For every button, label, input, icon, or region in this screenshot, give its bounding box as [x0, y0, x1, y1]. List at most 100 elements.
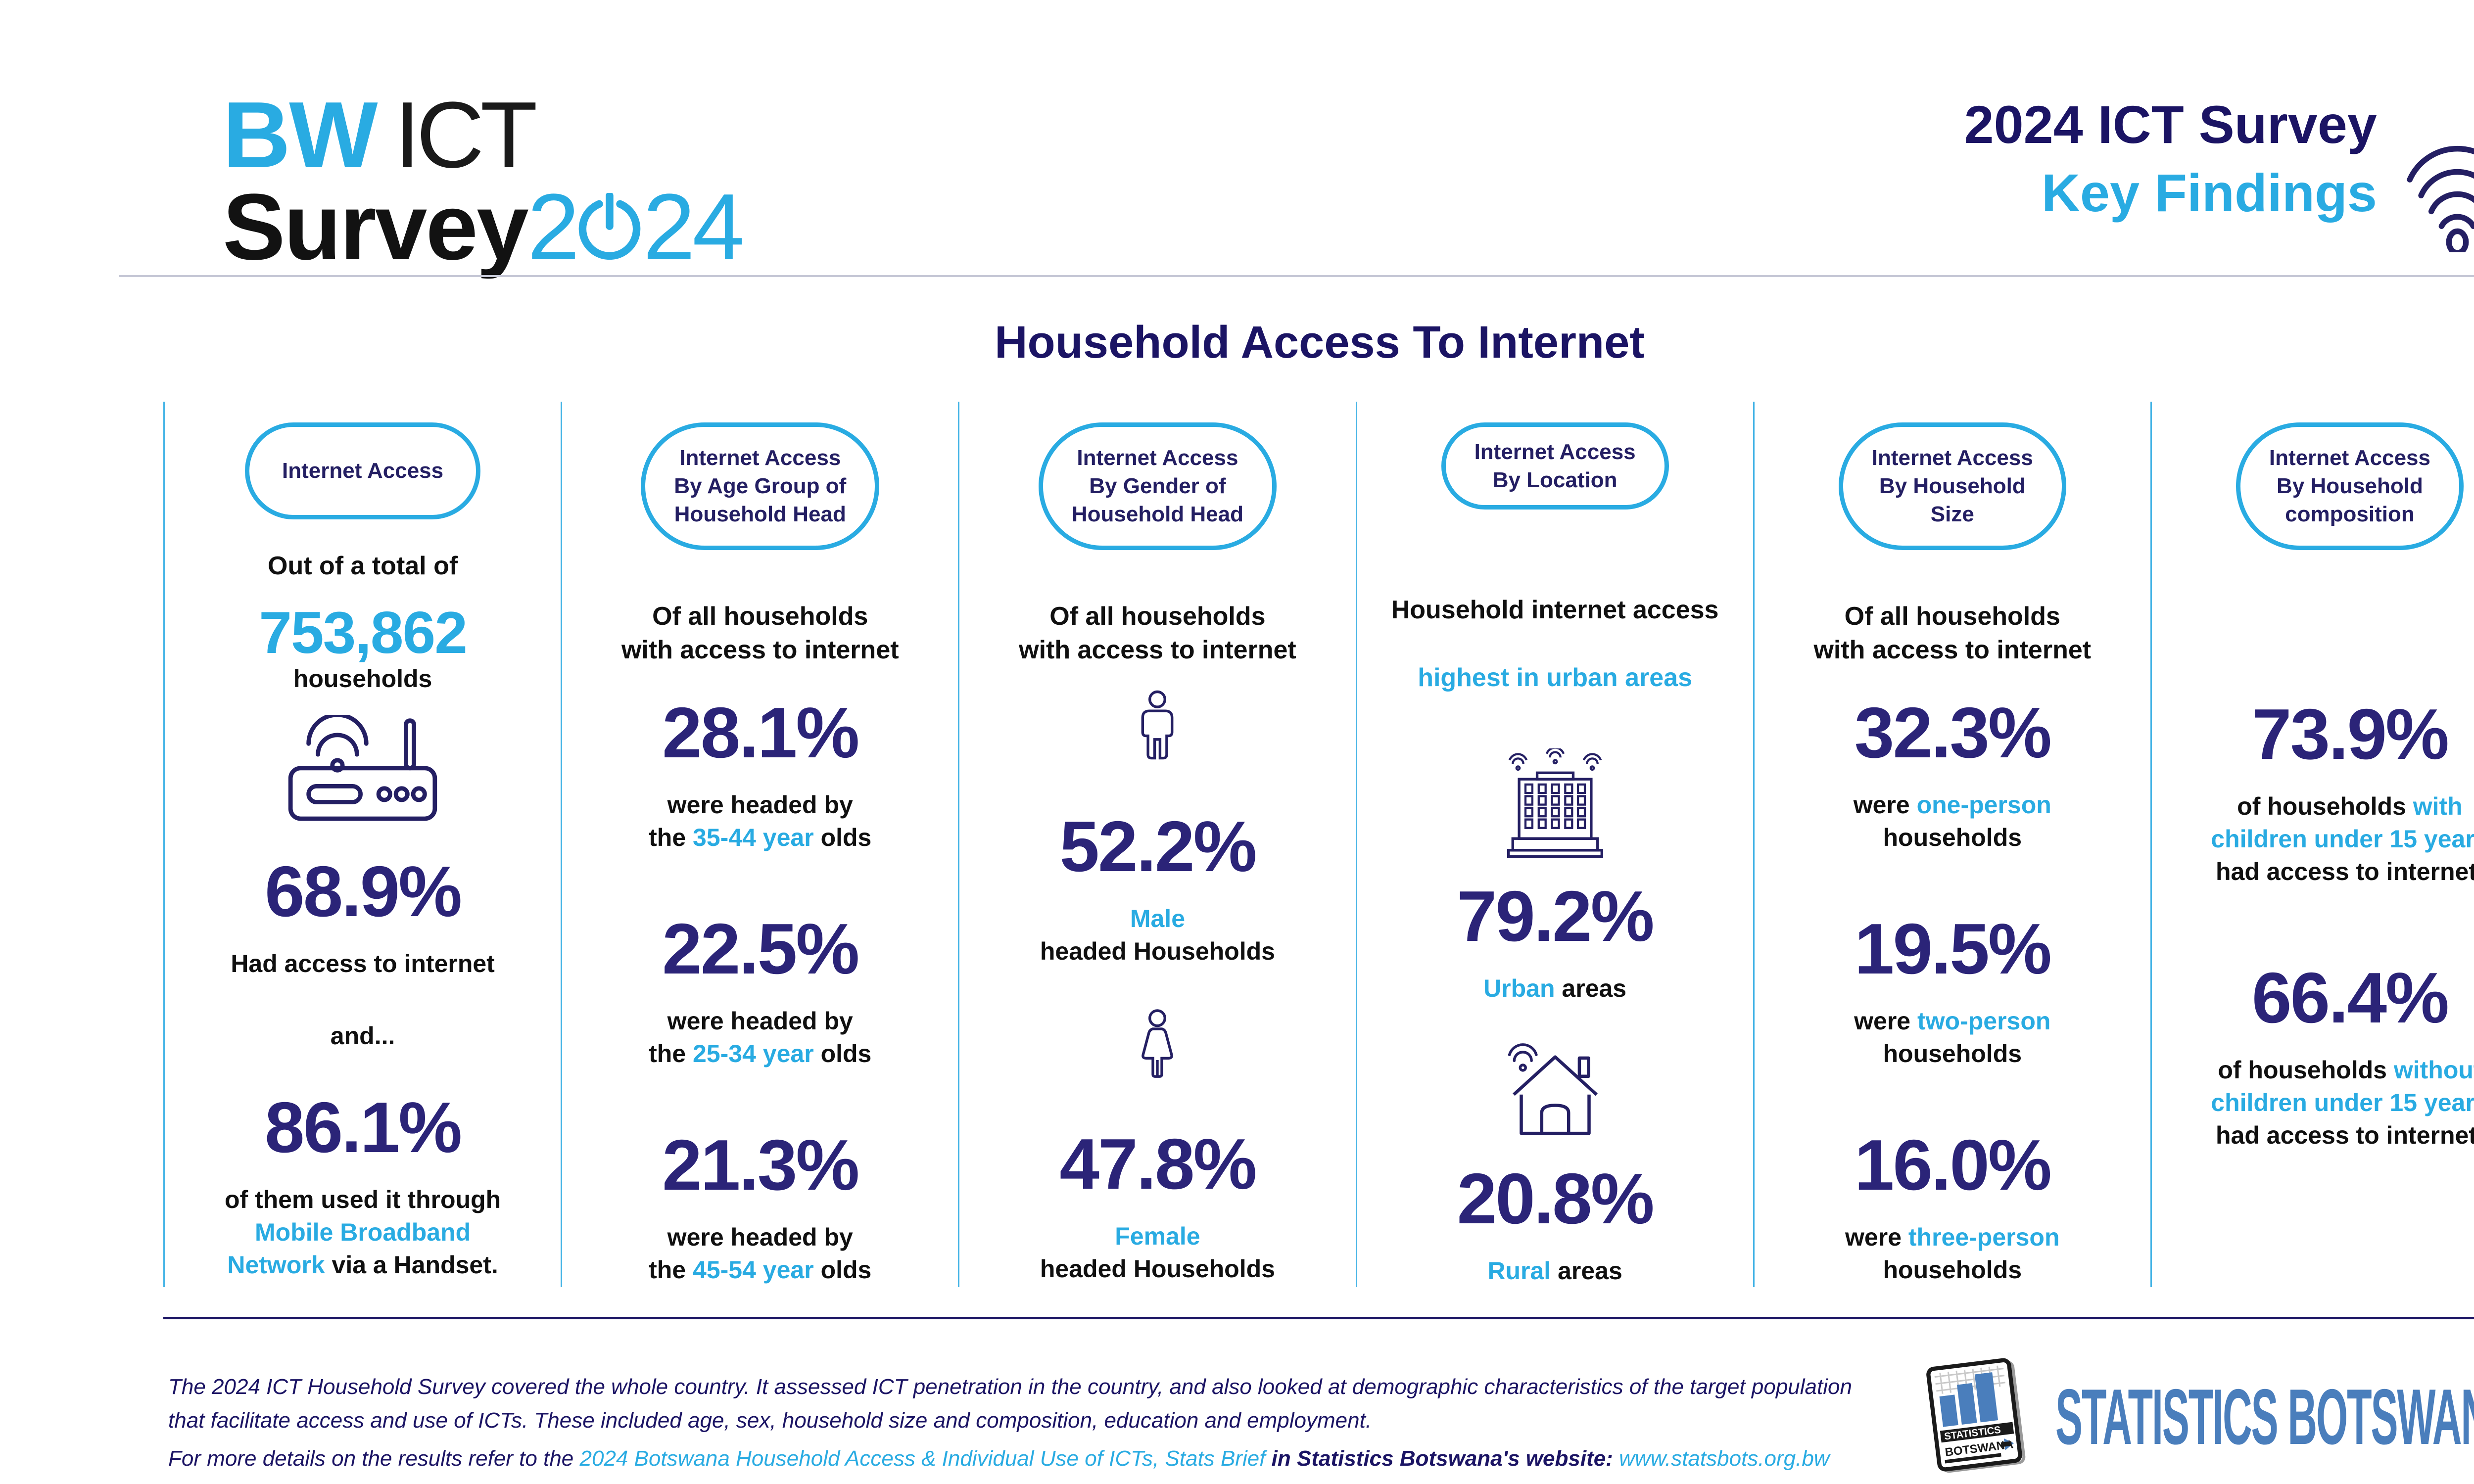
- stat-label: were headed by the 35-44 year olds: [649, 788, 871, 854]
- label-line: households: [1883, 1255, 2022, 1284]
- total-households-value: 753,862: [259, 599, 468, 666]
- pill-label: Internet Access By Gender of Household H…: [1071, 446, 1243, 527]
- pill-household-composition: Internet Access By Household composition: [2236, 422, 2464, 550]
- label-highlight: three-person: [1908, 1223, 2060, 1251]
- pill-location: Internet Access By Location: [1441, 422, 1669, 510]
- label-line: areas: [1555, 974, 1627, 1003]
- label-line: were: [1845, 1223, 1908, 1251]
- pill-label: Internet Access By Household Size: [1871, 446, 2033, 527]
- stat-value-mobile-broadband: 86.1%: [265, 1087, 462, 1167]
- survey-description: The 2024 ICT Household Survey covered th…: [168, 1375, 1852, 1433]
- stat-value: 19.5%: [1854, 908, 2052, 989]
- label-line: were: [1854, 1007, 1917, 1035]
- and-text: and...: [330, 1021, 395, 1050]
- bw-ict-survey-logo: BW ICT Survey2 24: [223, 88, 745, 274]
- label-line: of households: [2218, 1056, 2394, 1084]
- label-highlight: 45-54 year: [693, 1255, 814, 1284]
- label-highlight: one-person: [1916, 790, 2051, 819]
- pill-label: Internet Access By Age Group of Househol…: [674, 446, 847, 527]
- label-line: households: [1883, 1039, 2022, 1067]
- logo-year-24: 24: [643, 175, 744, 280]
- label-line: of households: [2237, 792, 2413, 820]
- label-line: were headed by: [667, 790, 853, 819]
- intro-highlight: highest in urban areas: [1418, 663, 1692, 692]
- label-line: of them used it through: [224, 1185, 501, 1213]
- statistics-botswana-wordmark: STATISTICS BOTSWANA: [2055, 1373, 2474, 1462]
- intro-text: Out of a total of: [268, 552, 458, 580]
- header-title-block: 2024 ICT Survey Key Findings: [1964, 94, 2377, 224]
- label-line: headed Households: [1040, 937, 1275, 965]
- label-highlight: Mobile Broadband: [255, 1218, 471, 1246]
- label-line: the: [649, 1255, 693, 1284]
- label-line: the: [649, 823, 693, 851]
- stat-label-urban: Urban areas: [1483, 972, 1626, 1005]
- label-line: via a Handset.: [325, 1251, 498, 1279]
- pill-label: Internet Access By Location: [1474, 439, 1636, 492]
- label-highlight: Urban: [1483, 974, 1555, 1003]
- label-highlight: Female: [1115, 1222, 1200, 1250]
- intro-line: Household internet access: [1391, 595, 1719, 624]
- pill-age-group: Internet Access By Age Group of Househol…: [641, 422, 880, 550]
- stat-label: of households without children under 15 …: [2211, 1054, 2474, 1152]
- pill-gender: Internet Access By Gender of Household H…: [1038, 422, 1277, 550]
- stat-value-urban: 79.2%: [1457, 876, 1655, 957]
- label-line: were headed by: [667, 1007, 853, 1035]
- header-divider: [119, 275, 2474, 277]
- stat-label: were headed by the 25-34 year olds: [649, 1005, 871, 1070]
- female-icon: [1142, 1009, 1174, 1078]
- stat-without-children: 66.4% of households without children und…: [2211, 962, 2474, 1152]
- column-household-size: Internet Access By Household Size Of all…: [1753, 402, 2150, 1287]
- intro-text: Of all households with access to interne…: [621, 602, 899, 665]
- statistics-botswana-logo: STATISTICS BOTSWANA STATISTICS BOTSWANA: [1917, 1355, 2474, 1479]
- stat-value: 21.3%: [662, 1124, 859, 1205]
- stat-value-rural: 20.8%: [1457, 1159, 1655, 1239]
- label-line: the: [649, 1039, 693, 1067]
- stat-value-male: 52.2%: [1059, 806, 1257, 886]
- logo-survey: Survey: [223, 175, 529, 280]
- rural-house-icon: [1508, 1043, 1598, 1135]
- urban-building-icon: [1507, 748, 1603, 858]
- stat-label-mobile-broadband: of them used it through Mobile Broadband…: [225, 1183, 501, 1281]
- stat-value: 22.5%: [662, 908, 859, 989]
- stat-label: of households with children under 15 yea…: [2211, 790, 2474, 888]
- stat-two-person: 19.5% were two-person households: [1854, 908, 2052, 1070]
- stat-age-45-54: 21.3% were headed by the 45-54 year olds: [649, 1129, 871, 1286]
- header-subtitle: Key Findings: [2041, 163, 2377, 223]
- router-icon: [288, 714, 437, 821]
- pill-label: Internet Access By Household composition: [2269, 446, 2430, 527]
- stat-label: were one-person households: [1854, 788, 2051, 854]
- wifi-icon: [2407, 145, 2474, 252]
- label-line: olds: [813, 1039, 872, 1067]
- stat-value: 28.1%: [662, 692, 859, 773]
- statsbots-url-link[interactable]: www.statsbots.org.bw: [1619, 1446, 1830, 1471]
- label-highlight: without: [2393, 1056, 2474, 1084]
- column-age-group: Internet Access By Age Group of Househol…: [561, 402, 958, 1287]
- label-highlight: Network: [227, 1251, 325, 1279]
- stat-one-person: 32.3% were one-person households: [1854, 696, 2052, 854]
- stat-value: 16.0%: [1854, 1124, 2052, 1205]
- more-details-pre: For more details on the results refer to…: [168, 1446, 580, 1471]
- stat-three-person: 16.0% were three-person households: [1845, 1129, 2059, 1286]
- label-highlight: with: [2413, 792, 2463, 820]
- logo-ict: ICT: [394, 83, 538, 187]
- total-households-label: households: [293, 664, 432, 693]
- label-line: areas: [1551, 1257, 1622, 1285]
- intro-text: Of all households with access to interne…: [1813, 602, 2092, 665]
- stats-brief-link[interactable]: 2024 Botswana Household Access & Individ…: [579, 1446, 1266, 1471]
- stat-label: were two-person households: [1854, 1005, 2050, 1070]
- intro-text: Of all households with access to interne…: [1019, 602, 1296, 665]
- label-line: had access to internet.: [2216, 1121, 2474, 1149]
- stat-age-35-44: 28.1% were headed by the 35-44 year olds: [649, 692, 871, 854]
- label-highlight: 35-44 year: [693, 823, 814, 851]
- stat-label: were three-person households: [1845, 1221, 2059, 1286]
- more-details-text: For more details on the results refer to…: [168, 1446, 2098, 1471]
- label-line: were: [1853, 790, 1917, 819]
- stat-label-female: Female headed Households: [1040, 1220, 1275, 1285]
- male-icon: [1142, 690, 1174, 760]
- page-title: Household Access To Internet: [995, 317, 1645, 368]
- label-line: olds: [813, 1255, 872, 1284]
- label-highlight: children under 15 years: [2211, 1088, 2474, 1116]
- label-highlight: children under 15 years: [2211, 825, 2474, 853]
- stat-label-internet-access: Had access to internet: [231, 949, 495, 977]
